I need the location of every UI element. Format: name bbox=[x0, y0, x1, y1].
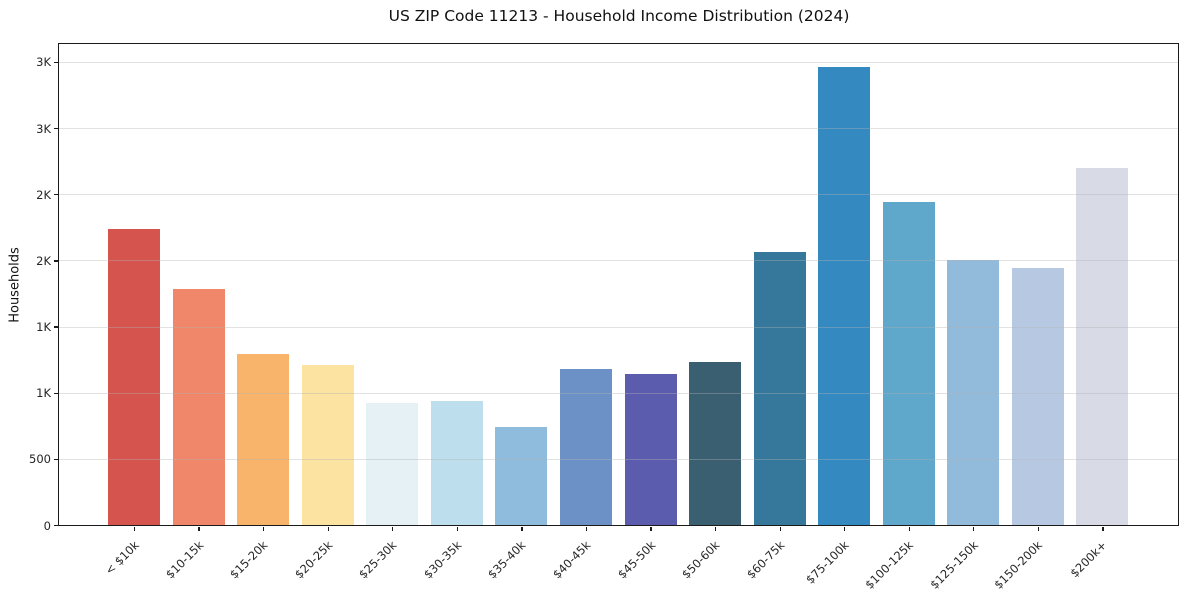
x-axis-tick bbox=[908, 526, 910, 531]
y-tick-label: 3K bbox=[36, 55, 51, 70]
y-tick-label: 2K bbox=[36, 253, 51, 268]
bar bbox=[1011, 268, 1064, 525]
gridline bbox=[59, 260, 1178, 262]
x-axis-tick bbox=[456, 526, 458, 531]
y-axis-tick bbox=[53, 260, 58, 262]
bar bbox=[237, 354, 290, 525]
y-tick-label: 1K bbox=[36, 386, 51, 401]
x-axis-tick bbox=[327, 526, 329, 531]
y-axis-tick bbox=[53, 194, 58, 196]
bar bbox=[947, 260, 1000, 525]
x-tick-label: $200k+ bbox=[950, 534, 1110, 580]
x-tick-label-text: $200k+ bbox=[1067, 538, 1110, 581]
gridline bbox=[59, 392, 1178, 394]
y-axis-tick bbox=[53, 392, 58, 394]
bar bbox=[882, 202, 935, 525]
x-axis-tick bbox=[262, 526, 265, 531]
bar bbox=[753, 252, 806, 525]
y-tick-label: 1K bbox=[36, 320, 51, 334]
y-tick-label: 0 bbox=[43, 518, 51, 533]
x-axis-tick bbox=[198, 526, 200, 531]
bar bbox=[1076, 167, 1129, 525]
x-axis-tick bbox=[779, 526, 781, 531]
bar bbox=[108, 228, 160, 525]
y-tick-label: 2K bbox=[36, 187, 51, 202]
gridline bbox=[59, 61, 1178, 63]
y-tick-label: 500 bbox=[29, 452, 51, 467]
gridline bbox=[59, 194, 1178, 196]
x-axis-tick bbox=[973, 526, 975, 531]
x-axis-tick bbox=[714, 526, 717, 531]
bar bbox=[689, 362, 742, 525]
y-axis-tick bbox=[53, 524, 58, 527]
x-axis-tick bbox=[585, 526, 588, 531]
x-axis-tick bbox=[1037, 526, 1040, 531]
gridline bbox=[59, 458, 1178, 460]
bar bbox=[559, 368, 612, 525]
bar bbox=[366, 403, 419, 525]
x-axis-tick bbox=[1102, 526, 1104, 531]
bar bbox=[172, 289, 225, 525]
y-axis-tick bbox=[53, 458, 58, 461]
x-axis-tick bbox=[650, 526, 652, 531]
x-axis-tick bbox=[133, 526, 136, 531]
bar bbox=[495, 427, 548, 525]
bar bbox=[624, 374, 677, 525]
bar bbox=[301, 364, 354, 525]
chart-title: US ZIP Code 11213 - Household Income Dis… bbox=[388, 7, 850, 25]
x-axis-tick bbox=[392, 526, 394, 531]
y-axis-tick bbox=[53, 326, 58, 328]
y-axis-tick bbox=[53, 61, 58, 64]
gridline bbox=[59, 326, 1178, 328]
bar bbox=[430, 400, 483, 525]
gridline bbox=[59, 128, 1178, 130]
x-axis-tick bbox=[844, 526, 846, 531]
x-axis-tick bbox=[521, 526, 523, 531]
plot-area bbox=[58, 43, 1179, 526]
y-axis-tick bbox=[53, 127, 58, 130]
y-tick-label: 3K bbox=[36, 121, 51, 136]
bar bbox=[818, 67, 871, 525]
